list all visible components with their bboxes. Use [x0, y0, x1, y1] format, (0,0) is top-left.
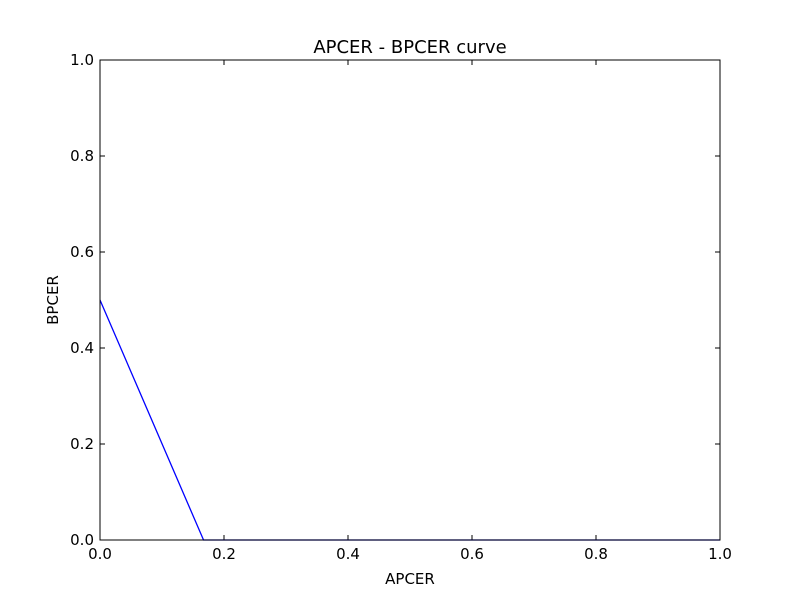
x-axis-label: APCER: [385, 570, 435, 588]
x-tick-label: 0.0: [88, 545, 112, 563]
x-tick-label: 0.6: [460, 545, 484, 563]
x-tick-label: 0.8: [584, 545, 608, 563]
y-tick-label: 0.6: [70, 243, 94, 261]
plot-area-frame: [99, 59, 721, 541]
x-tick-label: 1.0: [708, 545, 732, 563]
y-axis-label: BPCER: [44, 275, 62, 325]
chart-title: APCER - BPCER curve: [313, 37, 506, 58]
y-tick-label: 0.8: [70, 147, 94, 165]
y-tick-label: 0.4: [70, 339, 94, 357]
series-line-0: [99, 299, 720, 541]
y-tick-label: 0.0: [70, 531, 94, 549]
x-tick-label: 0.4: [336, 545, 360, 563]
y-tick-label: 1.0: [70, 51, 94, 69]
x-tick-label: 0.2: [212, 545, 236, 563]
ticks-layer: 0.0 0.2 0.4 0.6 0.8 1.0 0.0 0.2 0.4 0.6 0.8 1.0: [70, 51, 732, 563]
y-tick-label: 0.2: [70, 435, 94, 453]
series-layer: [99, 299, 720, 541]
